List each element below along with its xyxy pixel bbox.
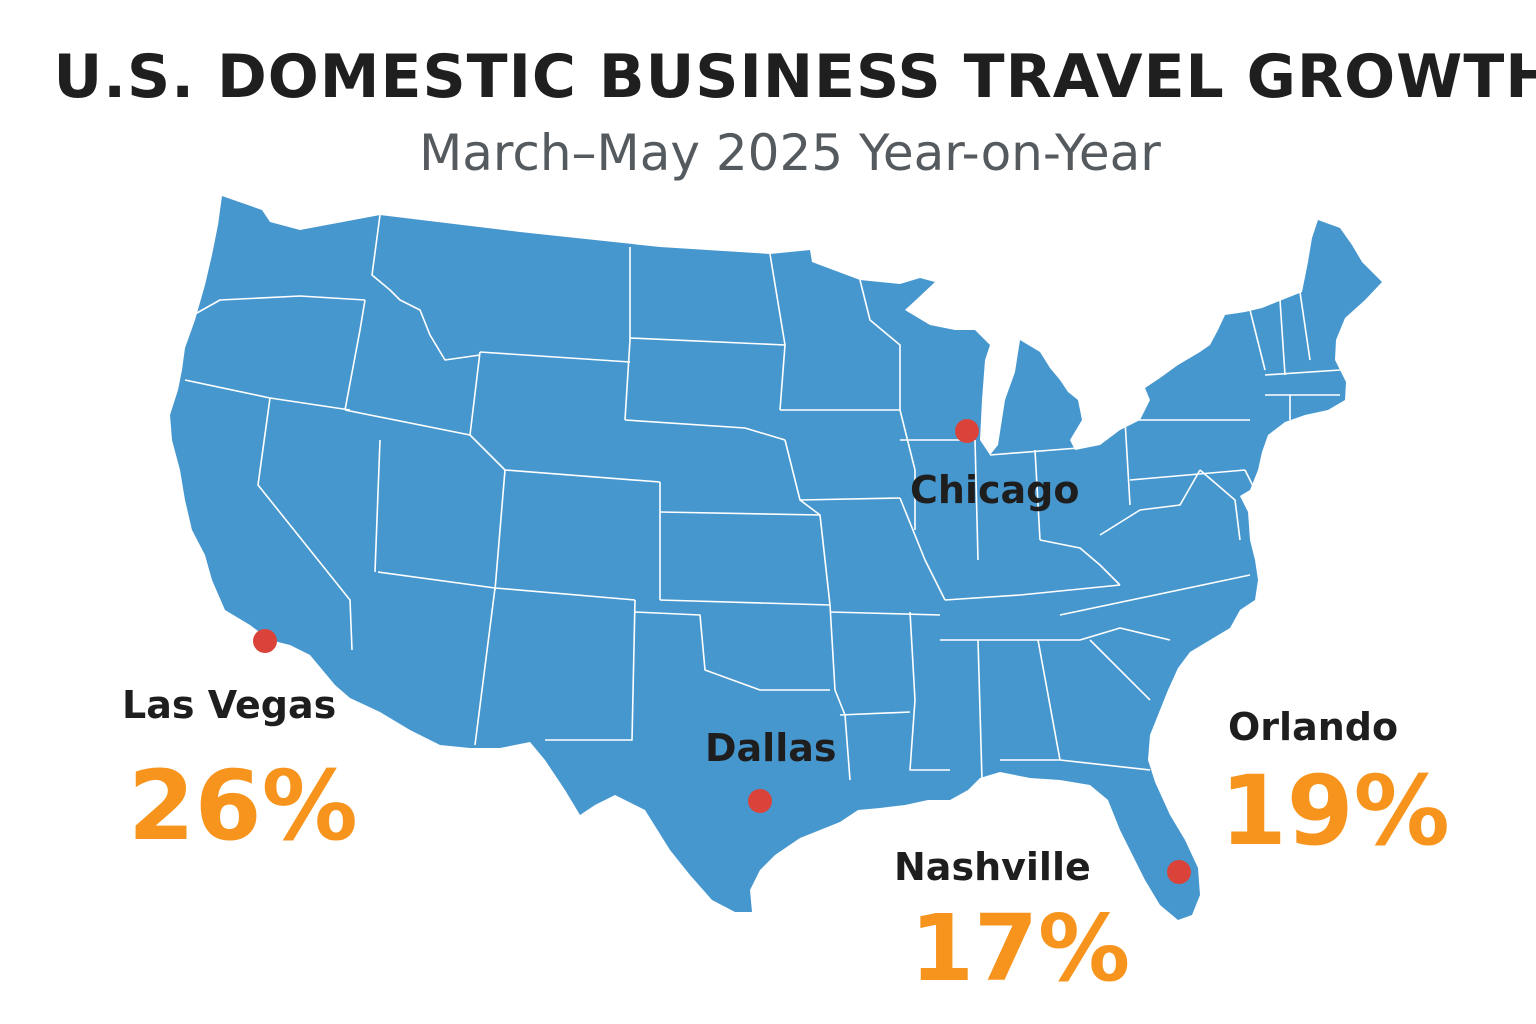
percent-orlando: 19% (1220, 755, 1450, 867)
chicago-marker (955, 419, 979, 443)
city-label-dallas: Dallas (705, 726, 837, 770)
page-subtitle: March–May 2025 Year-on-Year (419, 124, 1161, 182)
las-vegas-marker (253, 629, 277, 653)
percent-las-vegas: 26% (128, 750, 358, 862)
state-borders (184, 214, 1341, 781)
dallas-marker (748, 789, 772, 813)
city-label-nashville: Nashville (894, 845, 1091, 889)
city-label-chicago: Chicago (910, 468, 1080, 512)
city-label-las-vegas: Las Vegas (122, 683, 337, 727)
city-label-orlando: Orlando (1228, 705, 1399, 749)
us-land-shape (170, 196, 1382, 920)
percent-nashville: 17% (910, 895, 1131, 1002)
nashville-marker (1167, 860, 1191, 884)
page-title: U.S. DOMESTIC BUSINESS TRAVEL GROWTH (53, 42, 1536, 112)
